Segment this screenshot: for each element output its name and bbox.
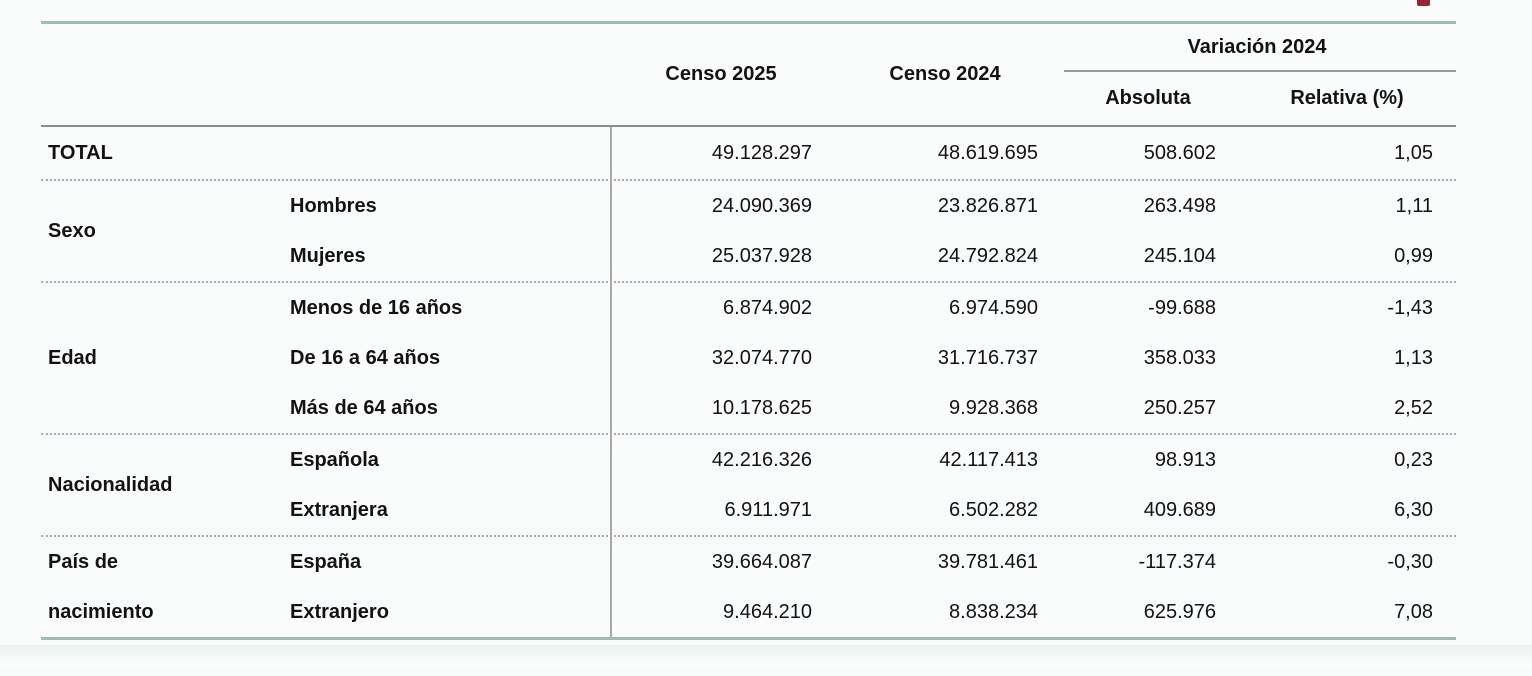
section-nacionalidad: Nacionalidad Española 42.216.326 42.117.…: [41, 433, 1456, 535]
cell-absoluta: 358.033: [1143, 346, 1216, 369]
group-label-nacionalidad: Nacionalidad: [48, 474, 173, 496]
cell-censo-2024: 42.117.413: [939, 448, 1038, 471]
cell-censo-2024: 31.716.737: [937, 346, 1038, 369]
cell-censo-2024: 39.781.461: [937, 550, 1038, 573]
cell-censo-2025: 49.128.297: [711, 141, 812, 164]
cell-relativa: 0,99: [1394, 244, 1433, 267]
cell-censo-2025: 9.464.210: [723, 600, 812, 623]
table-header: Censo 2025 Censo 2024 Variación 2024 Abs…: [41, 24, 1456, 127]
section-pais-de-nacimiento: País de nacimiento España 39.664.087 39.…: [41, 535, 1456, 637]
cell-censo-2025: 42.216.326: [711, 448, 812, 471]
cell-censo-2025: 25.037.928: [711, 244, 812, 267]
row-label: De 16 a 64 años: [290, 346, 441, 369]
label-data-divider: [610, 127, 612, 637]
row-label-total: TOTAL: [48, 142, 113, 164]
cell-censo-2024: 6.502.282: [949, 498, 1038, 521]
cell-censo-2024: 23.826.871: [937, 194, 1038, 217]
cell-absoluta: 98.913: [1154, 448, 1216, 471]
col-group-variacion-2024: Variación 2024 Absoluta Relativa (%): [1058, 24, 1456, 125]
group-label-sexo: Sexo: [48, 220, 96, 242]
cell-relativa: 1,11: [1395, 194, 1433, 217]
variacion-group-underline: [1064, 70, 1456, 72]
cell-censo-2025: 6.911.971: [724, 498, 813, 521]
col-group-header-variacion-2024: Variación 2024: [1187, 35, 1327, 58]
cell-censo-2025: 32.074.770: [711, 346, 812, 369]
header-spacer: [41, 24, 610, 125]
variacion-subheaders: Absoluta Relativa (%): [1058, 72, 1456, 125]
group-label-edad: Edad: [48, 347, 97, 369]
cell-censo-2025: 24.090.369: [711, 194, 812, 217]
cell-relativa: 1,05: [1394, 141, 1433, 164]
section-edad: Edad Menos de 16 años 6.874.902 6.974.59…: [41, 281, 1456, 433]
section-sexo: Sexo Hombres 24.090.369 23.826.871 263.4…: [41, 179, 1456, 281]
cell-censo-2024: 24.792.824: [937, 244, 1038, 267]
col-header-relativa: Relativa (%): [1290, 87, 1404, 109]
cell-censo-2024: 48.619.695: [937, 141, 1038, 164]
row-label: Menos de 16 años: [290, 296, 463, 319]
cell-censo-2025: 10.178.625: [711, 396, 812, 419]
row-label: Extranjera: [290, 498, 388, 521]
row-label: España: [290, 550, 362, 573]
cell-relativa: 7,08: [1394, 600, 1433, 623]
cell-relativa: 2,52: [1394, 396, 1433, 419]
cell-absoluta: 508.602: [1143, 141, 1216, 164]
col-header-censo-2024: Censo 2024: [889, 63, 1001, 85]
cell-censo-2025: 39.664.087: [711, 550, 812, 573]
section-total: TOTAL 49.128.297 48.619.695 508.602 1,05: [41, 127, 1456, 179]
cell-censo-2024: 9.928.368: [949, 396, 1038, 419]
row-label: Extranjero: [290, 600, 389, 623]
cell-relativa: 1,13: [1394, 346, 1433, 369]
bottom-fade-band: [0, 645, 1532, 667]
cell-absoluta: -99.688: [1148, 296, 1216, 319]
cell-censo-2024: 6.974.590: [949, 296, 1038, 319]
row-label: Española: [290, 448, 379, 471]
cell-relativa: -0,30: [1387, 550, 1433, 573]
ine-logo-fragment: [1417, 0, 1430, 6]
cell-absoluta: 245.104: [1143, 244, 1216, 267]
group-label-pais-de-nacimiento: País de nacimiento: [48, 551, 154, 623]
cell-censo-2025: 6.874.902: [723, 296, 812, 319]
census-variation-table: Censo 2025 Censo 2024 Variación 2024 Abs…: [41, 21, 1456, 640]
cell-absoluta: 250.257: [1143, 396, 1216, 419]
cell-absoluta: -117.374: [1138, 550, 1216, 573]
col-header-absoluta: Absoluta: [1105, 87, 1191, 109]
row-label: Más de 64 años: [290, 396, 438, 419]
cell-relativa: 0,23: [1394, 448, 1433, 471]
cell-absoluta: 263.498: [1143, 194, 1216, 217]
cell-censo-2024: 8.838.234: [949, 600, 1038, 623]
col-header-censo-2025: Censo 2025: [665, 63, 777, 85]
cell-absoluta: 409.689: [1143, 498, 1216, 521]
cell-relativa: 6,30: [1394, 498, 1433, 521]
cell-relativa: -1,43: [1387, 296, 1433, 319]
cell-absoluta: 625.976: [1143, 600, 1216, 623]
row-label: Mujeres: [290, 244, 366, 267]
row-label: Hombres: [290, 194, 377, 217]
